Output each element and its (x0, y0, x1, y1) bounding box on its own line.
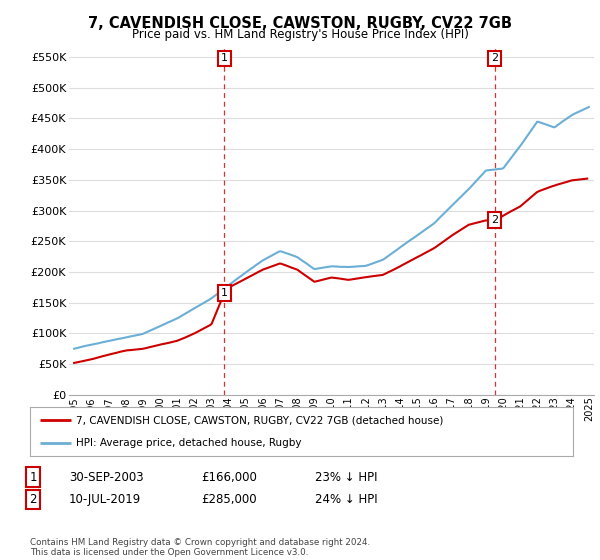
Text: 7, CAVENDISH CLOSE, CAWSTON, RUGBY, CV22 7GB (detached house): 7, CAVENDISH CLOSE, CAWSTON, RUGBY, CV22… (76, 416, 443, 426)
Text: Price paid vs. HM Land Registry's House Price Index (HPI): Price paid vs. HM Land Registry's House … (131, 28, 469, 41)
Text: 1: 1 (221, 53, 228, 63)
Text: 10-JUL-2019: 10-JUL-2019 (69, 493, 141, 506)
Text: 7, CAVENDISH CLOSE, CAWSTON, RUGBY, CV22 7GB: 7, CAVENDISH CLOSE, CAWSTON, RUGBY, CV22… (88, 16, 512, 31)
Text: 2: 2 (29, 493, 37, 506)
Text: Contains HM Land Registry data © Crown copyright and database right 2024.
This d: Contains HM Land Registry data © Crown c… (30, 538, 370, 557)
Text: 23% ↓ HPI: 23% ↓ HPI (315, 470, 377, 484)
Text: 2: 2 (491, 215, 499, 225)
Text: 2: 2 (491, 53, 499, 63)
Text: £166,000: £166,000 (201, 470, 257, 484)
Text: 24% ↓ HPI: 24% ↓ HPI (315, 493, 377, 506)
Text: 1: 1 (221, 288, 228, 298)
Text: 1: 1 (29, 470, 37, 484)
Text: HPI: Average price, detached house, Rugby: HPI: Average price, detached house, Rugb… (76, 438, 302, 448)
Text: £285,000: £285,000 (201, 493, 257, 506)
Text: 30-SEP-2003: 30-SEP-2003 (69, 470, 143, 484)
